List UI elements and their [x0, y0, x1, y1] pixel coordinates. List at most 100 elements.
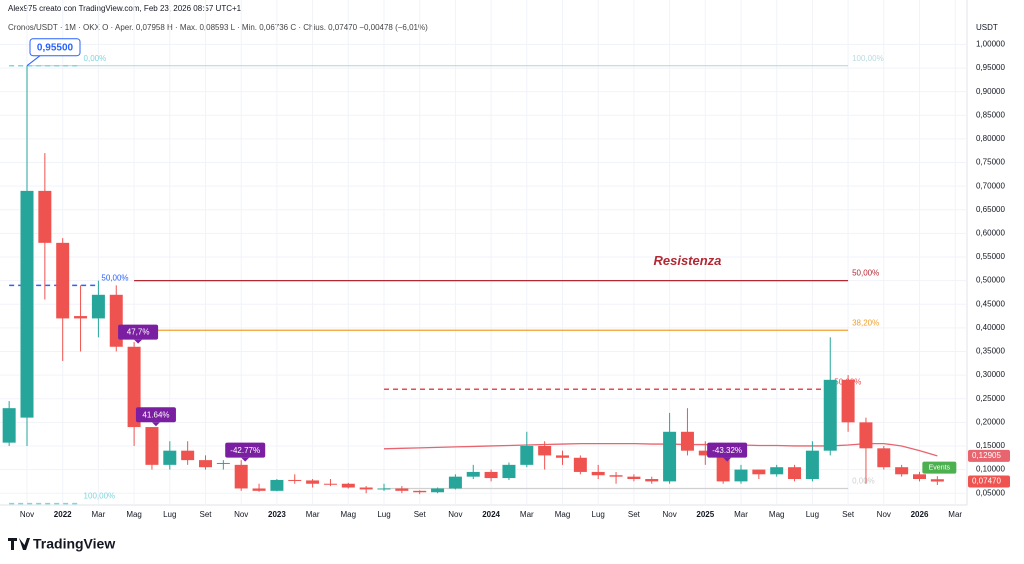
candle-body	[20, 190, 34, 418]
credit: Alex975 creato con TradingView.com, Feb …	[8, 4, 242, 13]
x-tick-label: Lug	[806, 510, 819, 519]
candle-body	[609, 475, 623, 477]
candle-body	[716, 455, 730, 482]
candle-body	[556, 455, 569, 458]
level-label: 50,00%	[101, 273, 128, 282]
x-tick-label: Nov	[877, 510, 891, 519]
y-tick-label: 0,35000	[976, 347, 1005, 356]
candle-body	[663, 431, 677, 482]
candle-body	[145, 427, 159, 465]
level-label: 100,00%	[852, 54, 884, 63]
y-axis-label: USDT	[976, 23, 998, 32]
candle-body	[74, 316, 88, 319]
candle-body	[127, 346, 141, 428]
last-tag-box	[968, 475, 1010, 488]
y-tick-label: 0,90000	[976, 87, 1005, 96]
callout-box	[135, 407, 176, 423]
candle-body	[841, 379, 855, 423]
legend: Cronos/USDT · 1M · OKX O · Aper. 0,07958…	[8, 23, 428, 32]
candle-body	[484, 471, 498, 479]
y-tick-label: 0,85000	[976, 110, 1005, 119]
candle-body	[573, 457, 587, 472]
x-tick-label: Set	[628, 510, 641, 519]
candle-body	[163, 450, 177, 465]
candle-body	[56, 242, 70, 319]
x-tick-label: Mag	[126, 510, 142, 519]
candle-body	[734, 469, 748, 482]
ma-tag-box	[968, 449, 1010, 462]
logo-text: TradingView	[33, 536, 115, 552]
y-tick-label: 0,10000	[976, 465, 1005, 474]
ma-tag-label: 0,12905	[972, 451, 1001, 460]
x-tick-label: Lug	[377, 510, 390, 519]
callout-label: -42.77%	[230, 446, 260, 455]
callout-pointer	[151, 422, 160, 427]
candle-body	[38, 190, 52, 243]
candle-body	[805, 450, 819, 480]
event-label: Events	[929, 465, 951, 472]
candle-body	[431, 488, 445, 493]
x-tick-label: Mar	[306, 510, 320, 519]
level-label: 38,20%	[852, 318, 879, 327]
candle-body	[341, 483, 355, 488]
candle-body	[234, 464, 248, 489]
y-tick-label: 0,20000	[976, 417, 1005, 426]
callout-box	[118, 324, 159, 340]
x-tick-label: Lug	[163, 510, 176, 519]
candle-body	[752, 469, 766, 475]
candle-body	[91, 294, 105, 319]
candle-body	[930, 479, 944, 482]
candle-body	[216, 462, 230, 464]
event-tag	[922, 461, 957, 474]
callout-label: 41.64%	[142, 410, 169, 419]
candle-body	[270, 479, 284, 491]
y-tick-label: 0,50000	[976, 276, 1005, 285]
x-tick-label: 2026	[911, 510, 929, 519]
x-tick-label: 2024	[482, 510, 500, 519]
x-tick-label: Set	[842, 510, 855, 519]
callout-pointer	[134, 339, 143, 344]
candle-body	[2, 408, 16, 443]
candle-body	[538, 445, 552, 456]
y-tick-label: 0,95000	[976, 63, 1005, 72]
candle-body	[788, 467, 802, 480]
candle-body	[591, 471, 605, 476]
x-tick-label: Nov	[662, 510, 676, 519]
x-tick-label: 2022	[54, 510, 72, 519]
candle-body	[181, 450, 195, 461]
logo: TradingView	[8, 536, 115, 552]
y-tick-label: 0,60000	[976, 229, 1005, 238]
level-label: 0,00%	[852, 477, 875, 486]
candle-body	[502, 464, 516, 479]
candle-body	[252, 488, 266, 491]
candle-body	[680, 431, 694, 451]
level-label: 0,00%	[84, 54, 107, 63]
y-tick-label: 0,15000	[976, 441, 1005, 450]
candle-body	[323, 483, 337, 485]
level-label: 100,00%	[84, 492, 116, 501]
candle-body	[770, 467, 784, 475]
y-tick-label: 0,25000	[976, 394, 1005, 403]
candle-body	[913, 474, 926, 480]
x-tick-label: Nov	[448, 510, 462, 519]
x-tick-label: Nov	[20, 510, 34, 519]
high-tag-box	[29, 38, 81, 57]
y-tick-label: 0,65000	[976, 205, 1005, 214]
candle-body	[520, 445, 534, 465]
x-tick-label: Mar	[734, 510, 748, 519]
x-tick-label: Mag	[769, 510, 785, 519]
x-tick-label: Mar	[92, 510, 106, 519]
candle-body	[377, 488, 391, 490]
callout-box	[225, 442, 266, 458]
candle-body	[199, 460, 212, 468]
y-tick-label: 0,70000	[976, 181, 1005, 190]
callout-box	[707, 442, 748, 458]
x-tick-label: Nov	[234, 510, 248, 519]
candle-body	[627, 476, 641, 480]
callout-pointer	[241, 457, 250, 462]
candle-body	[877, 448, 891, 468]
x-tick-label: Set	[414, 510, 427, 519]
x-tick-label: Set	[199, 510, 212, 519]
last-tag-label: 0,07470	[972, 477, 1001, 486]
